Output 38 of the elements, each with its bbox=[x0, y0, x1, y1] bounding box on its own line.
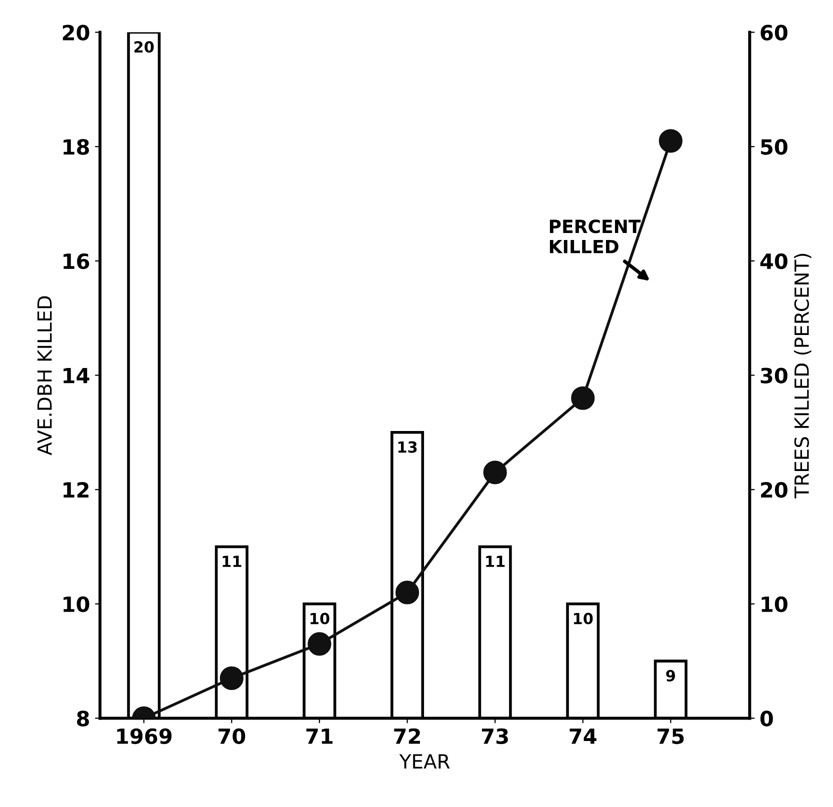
data-label: 11 bbox=[222, 556, 242, 567]
x-tick-label: 74 bbox=[570, 728, 596, 744]
y2-tick-label: 10 bbox=[762, 596, 788, 612]
point bbox=[571, 386, 595, 410]
point bbox=[483, 460, 507, 484]
data-label: 10 bbox=[310, 612, 330, 624]
data-label: 9 bbox=[666, 670, 676, 682]
point bbox=[395, 580, 420, 604]
data-label: 13 bbox=[398, 441, 417, 453]
data-label: 11 bbox=[486, 556, 505, 567]
x-tick-label: 73 bbox=[482, 728, 508, 744]
y-tick-label: 10 bbox=[64, 596, 90, 612]
y-tick-label: 14 bbox=[64, 368, 90, 384]
y2-tick-label: 0 bbox=[760, 710, 773, 726]
data-label: 10 bbox=[574, 612, 593, 624]
x-tick-label: 71 bbox=[306, 728, 333, 744]
y2-tick-label: 60 bbox=[760, 24, 788, 40]
point bbox=[220, 666, 244, 690]
y2-tick-label: 50 bbox=[761, 139, 788, 155]
x-tick-label: 75 bbox=[658, 728, 684, 744]
data-label: 20 bbox=[134, 41, 154, 53]
y2-axis-title: TREES KILLED (PERCENT) bbox=[794, 254, 812, 498]
y-axis-title: AVE.DBH KILLED bbox=[37, 296, 52, 456]
y-tick-label: 18 bbox=[64, 139, 89, 155]
y2-tick-label: 40 bbox=[760, 253, 788, 270]
x-tick-label: 70 bbox=[218, 728, 246, 744]
annotation: PERCENT KILLED bbox=[550, 220, 641, 254]
point bbox=[308, 632, 332, 656]
x-axis-title: YEAR bbox=[399, 754, 450, 768]
y2-tick-label: 30 bbox=[760, 368, 788, 384]
y-tick-label: 8 bbox=[77, 710, 89, 726]
y-tick-label: 20 bbox=[62, 24, 90, 40]
point bbox=[658, 129, 682, 153]
y-tick-label: 12 bbox=[64, 482, 88, 498]
x-tick-label: 1969 bbox=[117, 728, 172, 744]
y2-tick-label: 20 bbox=[761, 482, 788, 498]
x-tick-label: 72 bbox=[394, 728, 420, 744]
y-tick-label: 16 bbox=[64, 253, 90, 270]
